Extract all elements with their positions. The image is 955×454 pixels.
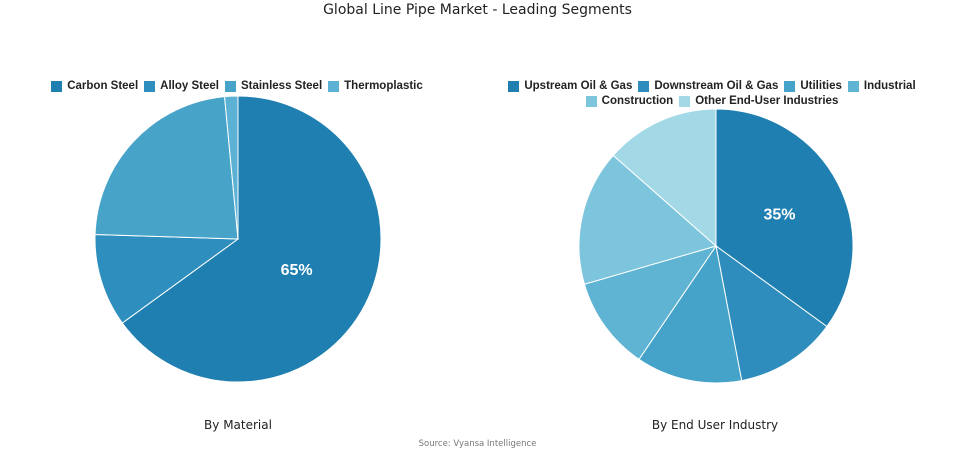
material-caption: By Material: [204, 418, 272, 432]
legend-label: Upstream Oil & Gas: [524, 80, 633, 92]
chart-title: Global Line Pipe Market - Leading Segmen…: [323, 2, 632, 18]
legend-item-industrial: Industrial: [847, 80, 916, 92]
legend-label: Industrial: [863, 80, 916, 92]
pie-slice-construction: [578, 154, 718, 285]
legend-swatch: [224, 80, 236, 92]
legend-swatch: [585, 95, 597, 107]
legend-item-utilities: Utilities: [784, 80, 842, 92]
legend-item-alloy-steel: Alloy Steel: [144, 80, 219, 92]
end-user-legend: Upstream Oil & Gas Downstream Oil & Gas Ut…: [505, 80, 925, 107]
legend-label: Downstream Oil & Gas: [654, 80, 779, 92]
legend-swatch: [144, 80, 156, 92]
legend-swatch: [784, 80, 796, 92]
legend-label: Carbon Steel: [67, 80, 139, 92]
source-note: Source: Vyansa Intelligence: [418, 439, 537, 449]
legend-swatch: [508, 80, 520, 92]
pie-slice-upstream-oil-and-gas: [715, 108, 854, 328]
legend-item-downstream-oil-and-gas: Downstream Oil & Gas: [638, 80, 778, 92]
legend-item-carbon-steel: Carbon Steel: [51, 80, 138, 92]
legend-swatch: [638, 80, 650, 92]
legend-item-stainless-steel: Stainless Steel: [224, 80, 323, 92]
legend-swatch: [847, 80, 859, 92]
end-user-caption: By End User Industry: [651, 418, 779, 432]
legend-swatch: [328, 80, 340, 92]
pie-slice-downstream-oil-and-gas: [715, 244, 828, 382]
pie-slice-alloy-steel: [94, 233, 240, 324]
pie-slice-stainless-steel: [94, 96, 239, 240]
legend-swatch: [679, 95, 691, 107]
legend-swatch: [51, 80, 63, 92]
legend-label: Thermoplastic: [344, 80, 423, 92]
data-label-upstream-oil-and-gas: 35%: [763, 207, 795, 224]
data-label-carbon-steel: 65%: [281, 262, 313, 279]
legend-label: Construction: [601, 95, 674, 107]
legend-label: Utilities: [800, 80, 842, 92]
legend-label: Alloy Steel: [160, 80, 219, 92]
legend-label: Stainless Steel: [240, 80, 323, 92]
legend-item-other-end-user-industries: Other End-User Industries: [679, 95, 838, 107]
material-legend: Carbon Steel Alloy Steel Stainless Steel Th…: [40, 80, 440, 92]
pie-slice-industrial: [583, 245, 718, 361]
pie-slice-carbon-steel: [121, 95, 382, 383]
legend-label: Other End-User Industries: [695, 95, 839, 107]
pie-slice-other-end-user-industries: [612, 108, 717, 248]
legend-item-thermoplastic: Thermoplastic: [328, 80, 423, 92]
legend-item-construction: Construction: [585, 95, 674, 107]
pie-slice-thermoplastic: [223, 95, 239, 240]
pie-slice-utilities: [638, 244, 743, 384]
legend-item-upstream-oil-and-gas: Upstream Oil & Gas: [508, 80, 632, 92]
